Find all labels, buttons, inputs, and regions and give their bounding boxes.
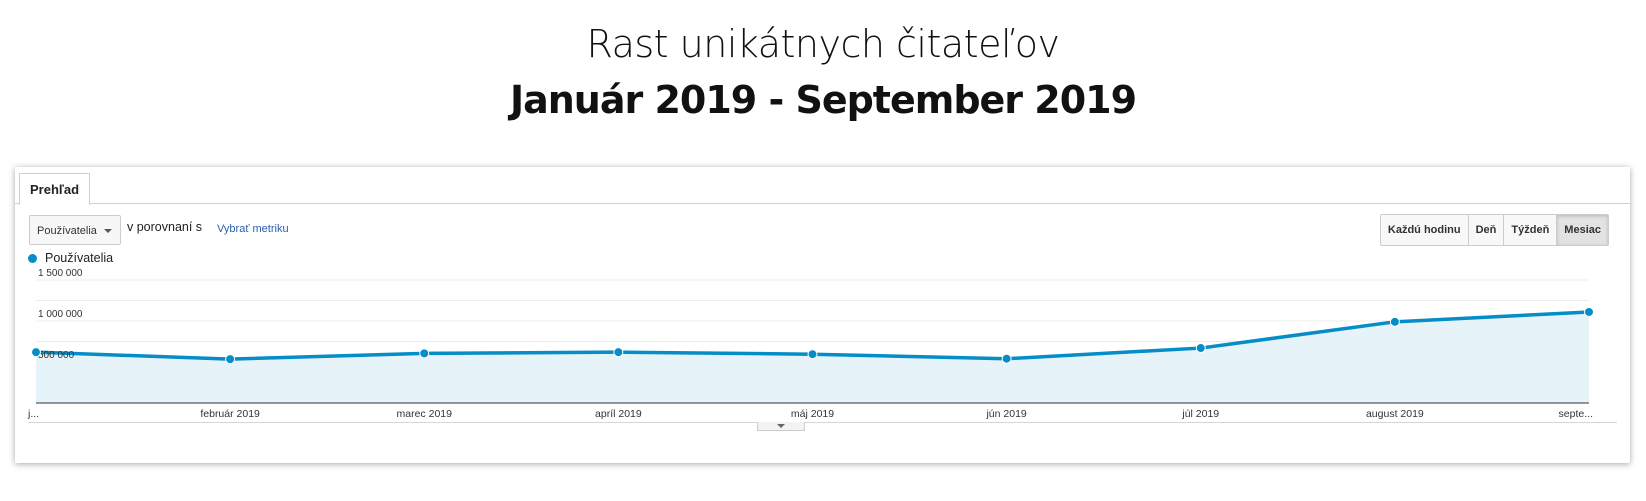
- tab-divider: [15, 203, 1630, 204]
- y-axis: 1 500 000 1 000 000 500 000: [38, 268, 83, 361]
- x-tick-label: august 2019: [1366, 408, 1424, 420]
- x-tick-label: jún 2019: [985, 408, 1026, 420]
- metric-select[interactable]: Používatelia: [29, 215, 121, 245]
- x-tick-label: septe...: [1559, 408, 1593, 420]
- x-axis: j... február 2019 marec 2019 apríl 2019 máj …: [27, 408, 1593, 420]
- data-point[interactable]: [613, 347, 624, 358]
- y-tick-label: 1 500 000: [38, 268, 83, 279]
- data-point[interactable]: [1584, 306, 1594, 317]
- data-point[interactable]: [419, 348, 430, 359]
- data-point[interactable]: [1389, 316, 1400, 327]
- tab-overview[interactable]: Prehľad: [19, 173, 91, 205]
- data-point[interactable]: [31, 347, 41, 358]
- line-chart: 1 500 000 1 000 000 500 000 j... február 20…: [27, 268, 1594, 420]
- x-tick-label: apríl 2019: [595, 408, 642, 420]
- data-point[interactable]: [807, 349, 818, 360]
- granularity-toggle: Každú hodinu Deň Týždeň Mesiac: [1379, 214, 1609, 246]
- data-point[interactable]: [225, 354, 236, 365]
- chart-points: [31, 306, 1594, 365]
- y-tick-label: 500 000: [38, 350, 75, 361]
- data-point[interactable]: [1195, 343, 1206, 354]
- page-subtitle: Január 2019 - September 2019: [509, 78, 1137, 122]
- legend-label: Používatelia: [45, 251, 114, 265]
- chevron-down-icon: [777, 424, 785, 428]
- x-tick-label: marec 2019: [397, 408, 453, 420]
- chart-bottom-border: [28, 422, 1617, 423]
- x-tick-label: február 2019: [200, 408, 260, 420]
- data-point[interactable]: [1001, 353, 1012, 364]
- page-title: Rast unikátnych čitateľov: [586, 22, 1060, 66]
- y-tick-label: 1 000 000: [38, 309, 83, 320]
- chart-legend: Používatelia: [28, 251, 113, 265]
- granularity-hourly-button[interactable]: Každú hodinu: [1380, 215, 1468, 245]
- granularity-day-button[interactable]: Deň: [1467, 215, 1504, 245]
- granularity-week-button[interactable]: Týždeň: [1503, 215, 1557, 245]
- chevron-down-icon: [104, 229, 112, 233]
- compare-label: v porovnaní s: [127, 220, 203, 234]
- pick-metric-link[interactable]: Vybrať metriku: [217, 223, 289, 235]
- x-tick-label: júl 2019: [1181, 408, 1219, 420]
- granularity-month-button[interactable]: Mesiac: [1556, 215, 1608, 245]
- legend-dot-icon: [28, 253, 37, 263]
- metric-select-value: Používatelia: [37, 225, 97, 237]
- x-tick-label: máj 2019: [791, 408, 834, 420]
- analytics-panel: Prehľad Používatelia v porovnaní s Vybra…: [15, 167, 1630, 463]
- x-tick-label: j...: [27, 408, 39, 420]
- chart-resize-handle[interactable]: [757, 422, 805, 431]
